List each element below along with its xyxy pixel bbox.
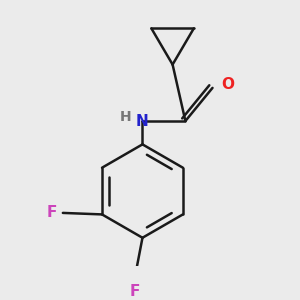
Text: H: H bbox=[120, 110, 132, 124]
Text: N: N bbox=[136, 113, 149, 128]
Text: F: F bbox=[130, 284, 140, 299]
Text: O: O bbox=[221, 77, 235, 92]
Text: F: F bbox=[46, 206, 57, 220]
